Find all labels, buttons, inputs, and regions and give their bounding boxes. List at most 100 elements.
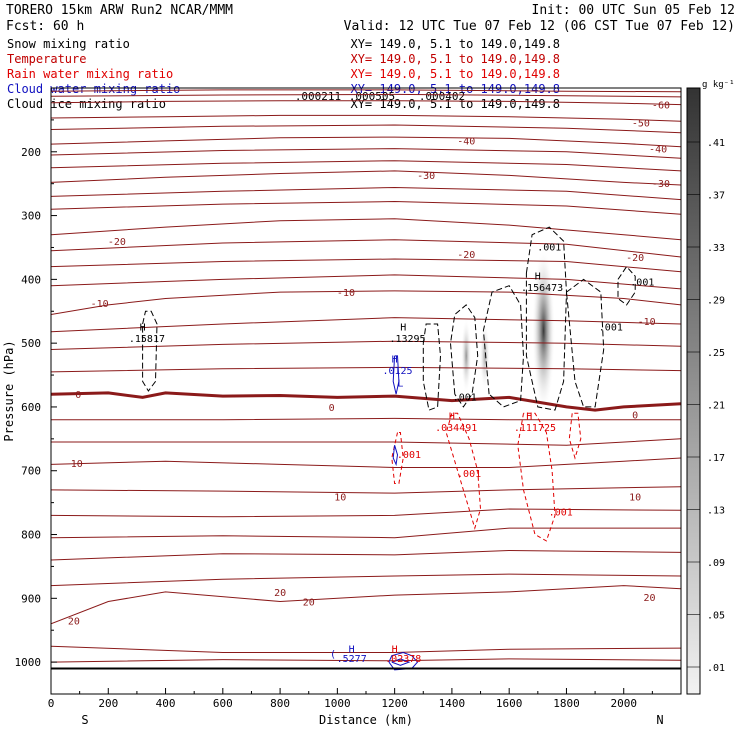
snow-shading-2 — [479, 320, 490, 392]
snow-contour-5 — [142, 310, 158, 392]
temperature-label-10: -10 — [337, 288, 355, 299]
colorbar-tick-label-7: .13 — [707, 506, 725, 517]
temperature-label-9: -10 — [91, 299, 109, 310]
isotherm-7 — [51, 239, 681, 258]
temperature-label-12: 0 — [75, 390, 81, 401]
isotherm-0 — [51, 89, 681, 93]
x-tick-label-9: 1800 — [553, 697, 580, 710]
isotherm-18 — [51, 549, 681, 561]
colorbar-ramp — [686, 87, 701, 695]
isotherm-16 — [51, 508, 681, 518]
south-label: S — [81, 713, 88, 727]
temperature-label-16: 10 — [334, 492, 346, 503]
temperature-label-17: 10 — [629, 492, 641, 503]
isotherm-4 — [51, 160, 681, 172]
temperature-label-21: 20 — [643, 593, 655, 604]
field-label-5: .156473 — [521, 283, 563, 294]
temperature-label-3: -40 — [649, 145, 667, 156]
colorbar-tick-label-8: .09 — [707, 558, 725, 569]
temperature-label-2: -40 — [457, 136, 475, 147]
x-axis-label: Distance (km) — [319, 713, 413, 727]
snow-contour-6 — [422, 323, 442, 411]
init-time: Init: 00 UTC Sun 05 Feb 12 — [532, 3, 736, 18]
field-label-1: .15817 — [129, 334, 165, 345]
temperature-contour-6 — [51, 218, 681, 241]
rain-contour-3 — [568, 412, 582, 460]
y-tick-label-8: 1000 — [15, 656, 42, 669]
model-title: TORERO 15km ARW Run2 NCAR/MMM — [6, 3, 233, 18]
colorbar-tick-label-5: .21 — [707, 401, 725, 412]
x-tick-label-5: 1000 — [324, 697, 351, 710]
plot-frame — [50, 87, 682, 695]
y-tick-label-4: 600 — [21, 401, 41, 414]
x-tick-label-1: 200 — [98, 697, 118, 710]
y-tick-label-5: 700 — [21, 465, 41, 478]
temperature-contour-1 — [51, 114, 681, 122]
isotherm-13 — [51, 417, 681, 421]
snow-contour-0 — [449, 304, 479, 408]
field-label-20: H — [349, 645, 355, 656]
y-tick-label-0: 200 — [21, 146, 41, 159]
isotherm-14 — [51, 438, 681, 446]
cloud-water-contour-0 — [392, 445, 399, 467]
field-label-11: .0125 — [382, 366, 412, 377]
field-legend: Snow mixing ratio XY= 149.0, 5.1 to 149.0… — [7, 37, 560, 111]
field-label-23: H — [392, 645, 398, 656]
field-label-14: .034491 — [435, 423, 477, 434]
temperature-label-19: 20 — [274, 588, 286, 599]
x-tick-label-4: 800 — [270, 697, 290, 710]
isotherm-9 — [51, 274, 681, 290]
field-label-19: .001 — [397, 450, 421, 461]
field-label-10: H — [392, 354, 398, 365]
isotherm-2 — [51, 124, 681, 134]
temperature-contour-2 — [51, 136, 681, 148]
field-label-17: .001 — [457, 469, 481, 480]
cloud-water-contour-3 — [391, 658, 411, 666]
temperature-label-6: -20 — [108, 237, 126, 248]
y-tick-label-1: 300 — [21, 210, 41, 223]
legend-info-2: XY= 149.0, 5.1 to 149.0,149.8 — [350, 67, 560, 81]
isotherm-1 — [51, 93, 681, 98]
isotherm-20 — [51, 645, 681, 653]
x-tick-label-7: 1400 — [439, 697, 466, 710]
isotherm-5 — [51, 186, 681, 201]
temperature-label-14: 0 — [632, 411, 638, 422]
field-label-7: .001 — [537, 243, 561, 254]
snow-shading-0 — [532, 247, 556, 414]
x-tick-label-6: 1200 — [381, 697, 408, 710]
north-label: N — [656, 713, 663, 727]
colorbar-tick-label-3: .29 — [707, 296, 725, 307]
isotherm-8 — [51, 258, 681, 273]
y-tick-label-3: 500 — [21, 337, 41, 350]
cloud-water-contour-2 — [388, 651, 419, 671]
temperature-contour-18 — [51, 585, 681, 625]
y-axis-label: Pressure (hPa) — [2, 340, 16, 441]
field-label-16: .111725 — [514, 423, 556, 434]
snow-contour-1 — [482, 285, 525, 408]
field-label-6: .001 — [453, 393, 477, 404]
temperature-contour-12 — [51, 391, 681, 412]
temperature-label-8: -20 — [626, 253, 644, 264]
field-label-9: .001 — [630, 278, 654, 289]
colorbar-tick-label-1: .37 — [707, 191, 725, 202]
field-label-24: ( — [330, 650, 336, 661]
isotherm-11 — [51, 340, 681, 350]
top-value-2: .000402 — [419, 90, 465, 103]
isotherm-6 — [51, 200, 681, 215]
field-label-8: .001 — [599, 322, 623, 333]
temperature-label-11: -10 — [638, 317, 656, 328]
x-tick-label-10: 2000 — [610, 697, 637, 710]
temperature-label-18: 20 — [68, 617, 80, 628]
x-tick-label-2: 400 — [156, 697, 176, 710]
y-tick-label-2: 400 — [21, 273, 41, 286]
rain-contour-0 — [391, 432, 404, 484]
legend-field-4: Cloud ice mixing ratio — [7, 97, 166, 111]
isotherm-12 — [51, 366, 681, 373]
isotherm-3 — [51, 148, 681, 159]
header: TORERO 15km ARW Run2 NCAR/MMM Init: 00 U… — [6, 3, 735, 34]
field-label-12: L — [397, 379, 403, 390]
isotherm-10 — [51, 317, 681, 333]
temperature-contour-15 — [51, 457, 681, 468]
field-label-13: H — [449, 412, 455, 423]
